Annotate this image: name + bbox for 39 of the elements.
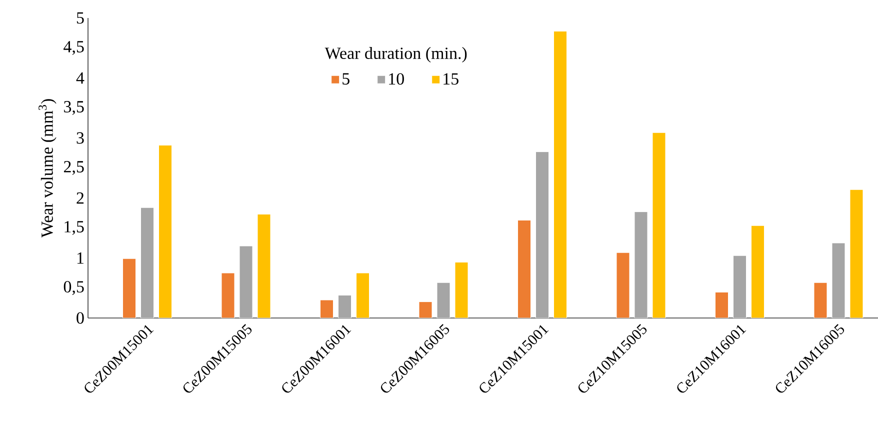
bar: [122, 258, 136, 318]
bar: [536, 152, 549, 318]
bar: [338, 294, 352, 318]
bar: [714, 292, 728, 318]
y-tick-label: 3: [76, 132, 84, 144]
y-tick-label: 0,5: [64, 281, 84, 295]
bar: [356, 272, 370, 318]
legend-label: 15: [444, 73, 458, 85]
bar: [616, 252, 630, 318]
y-tick-label: 5: [76, 12, 84, 24]
bar: [221, 272, 235, 318]
bar: [158, 144, 172, 318]
y-tick-label: 2: [76, 192, 84, 204]
legend-title: Wear duration (min.): [324, 47, 467, 62]
y-axis-title: Wear volume (mm$^{3}$): [38, 99, 56, 238]
bar: [518, 220, 531, 318]
bar: [554, 30, 567, 318]
y-tick-label: 0: [76, 312, 84, 324]
bar: [257, 214, 271, 318]
bar: [832, 242, 846, 318]
bar: [732, 255, 746, 318]
y-tick-label: 2,5: [64, 161, 84, 175]
bar: [140, 207, 154, 318]
bar: [750, 225, 764, 318]
bar: [320, 300, 334, 318]
bar: [239, 246, 253, 318]
bar: [652, 132, 666, 318]
y-tick-label: 1,5: [64, 221, 84, 235]
y-tick-label: 3,5: [64, 101, 84, 115]
legend-label: 5: [342, 73, 350, 85]
legend-label: 10: [389, 73, 404, 85]
y-tick-label: 4,5: [64, 41, 84, 55]
bar: [454, 262, 468, 318]
bar: [436, 282, 450, 318]
bar: [634, 212, 648, 318]
y-tick-label: 4: [76, 72, 84, 84]
bar: [850, 189, 864, 318]
bar: [814, 282, 828, 318]
y-tick-label: 1: [77, 252, 84, 264]
